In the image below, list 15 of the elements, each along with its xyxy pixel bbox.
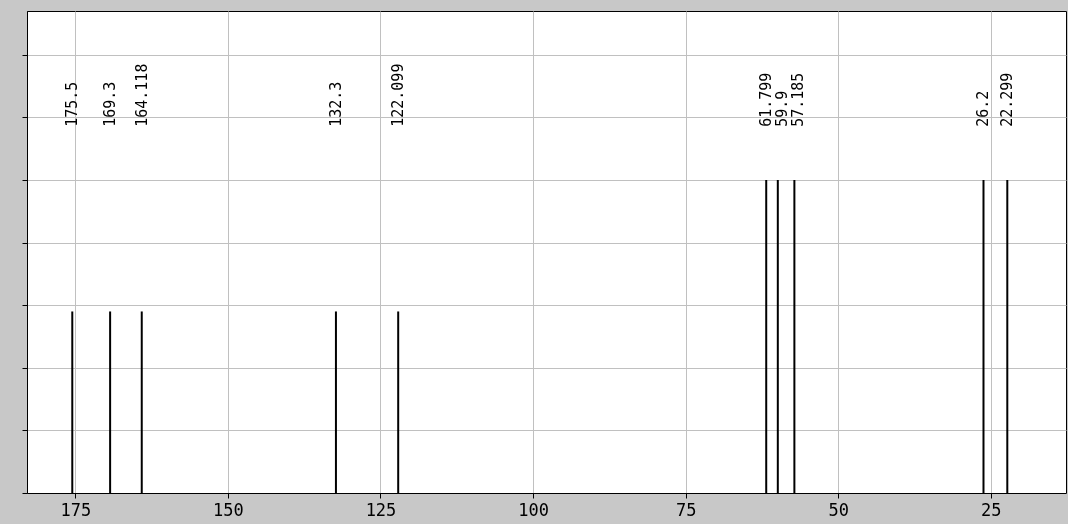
x-tick-label: 175: [60, 499, 92, 520]
text: 164.118: [132, 63, 151, 127]
x-tick-label: 50: [828, 499, 849, 520]
x-tick-label: 125: [365, 499, 397, 520]
text: 169.3: [101, 81, 120, 127]
text: 26.2: [974, 90, 993, 127]
x-tick-label: 100: [518, 499, 549, 520]
x-tick-label: 25: [981, 499, 1002, 520]
text: 22.299: [998, 72, 1017, 127]
text: 122.099: [389, 63, 408, 127]
text: 132.3: [326, 81, 345, 127]
text: 61.799: [757, 72, 776, 127]
x-tick-label: 150: [213, 499, 244, 520]
x-tick-label: 75: [675, 499, 697, 520]
text: 175.5: [63, 81, 82, 127]
